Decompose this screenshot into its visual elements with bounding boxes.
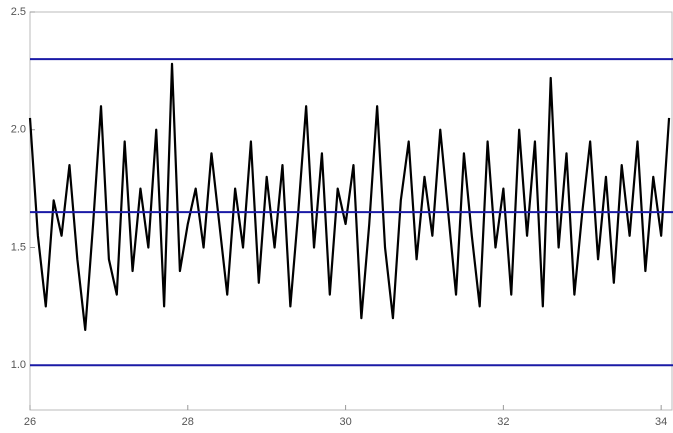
x-tick-label: 34 <box>655 416 667 428</box>
data-line <box>28 62 671 332</box>
y-tick-label: 1.0 <box>11 359 26 371</box>
y-tick-label: 2.0 <box>11 124 26 136</box>
x-tick-label: 28 <box>182 416 194 428</box>
y-tick-label: 1.5 <box>11 241 26 253</box>
x-tick-label: 32 <box>497 416 509 428</box>
x-tick-label: 26 <box>24 416 36 428</box>
x-tick-label: 30 <box>339 416 351 428</box>
plot-frame <box>29 11 673 411</box>
y-tick-label: 2.5 <box>11 6 26 18</box>
